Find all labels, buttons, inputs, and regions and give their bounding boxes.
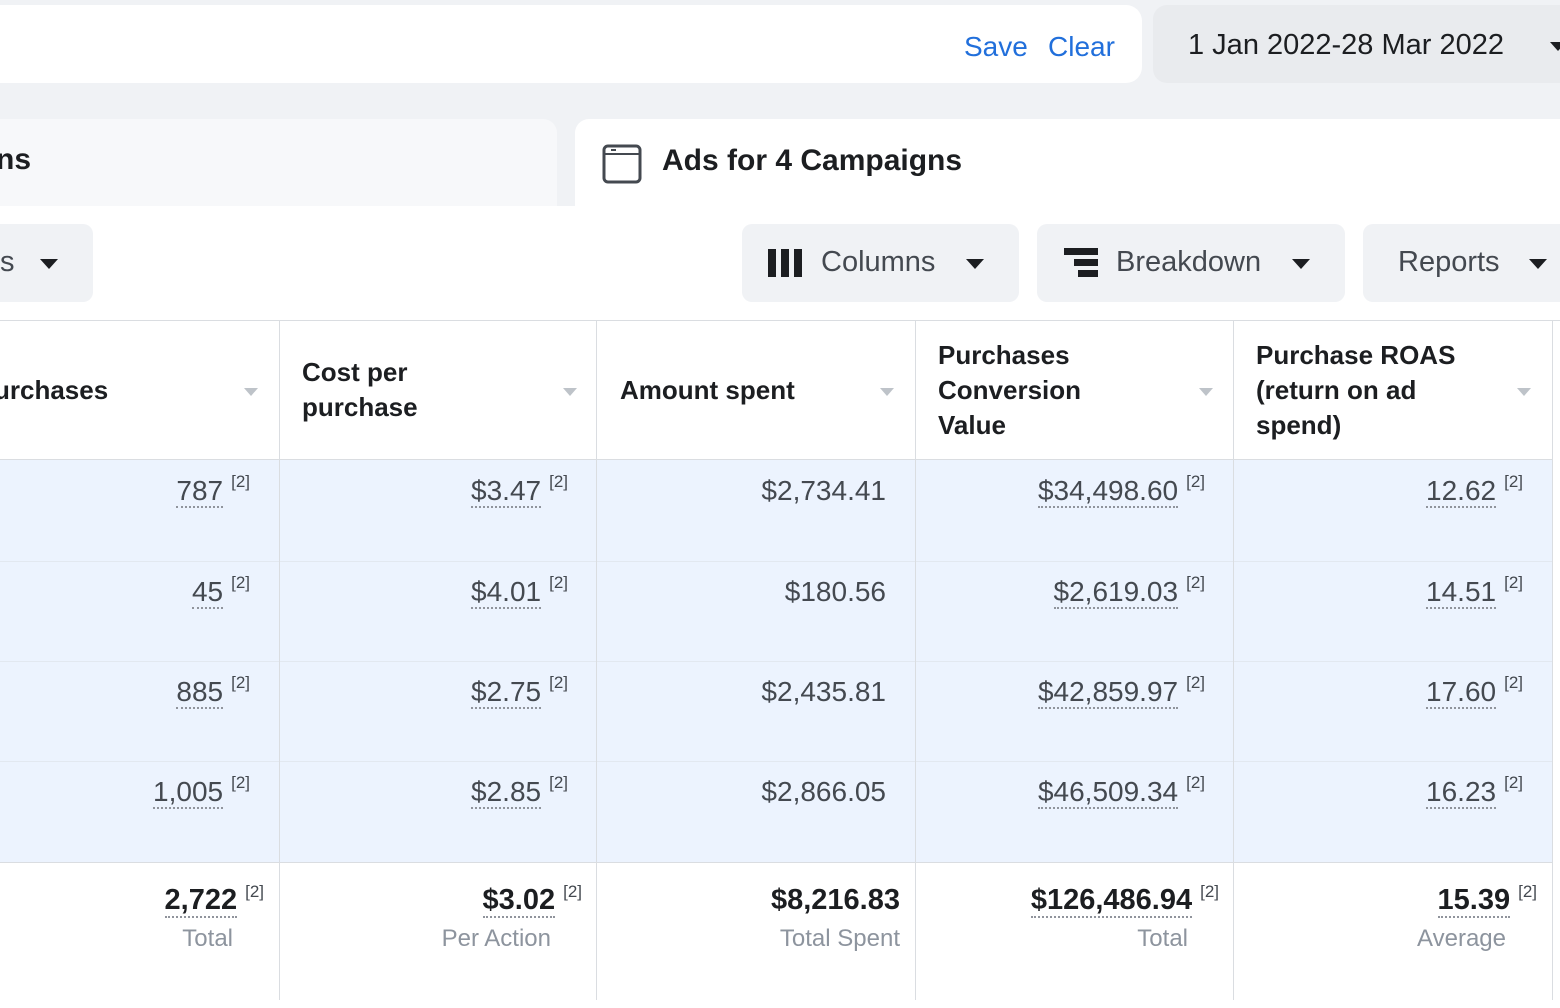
tab-campaigns-label: ns bbox=[0, 143, 32, 176]
header-amount-spent-label: Amount spent bbox=[620, 375, 795, 405]
date-range-picker[interactable]: 1 Jan 2022-28 Mar 2022 bbox=[1153, 5, 1560, 83]
header-amount-spent[interactable]: Amount spent bbox=[620, 373, 795, 408]
chevron-down-icon bbox=[1529, 259, 1547, 269]
total-cost-label: Per Action bbox=[441, 925, 551, 952]
total-value-label: Total bbox=[1137, 925, 1188, 952]
column-divider bbox=[1552, 320, 1553, 1000]
columns-icon bbox=[768, 249, 802, 277]
cell-roas[interactable]: 17.60 [2] bbox=[1426, 673, 1523, 709]
clear-button[interactable]: Clear bbox=[1048, 31, 1115, 62]
total-roas[interactable]: 15.39 [2] Average bbox=[1417, 882, 1537, 952]
header-conv-line-2: Conversion bbox=[938, 375, 1082, 405]
header-conversion-value[interactable]: Purchases Conversion Value bbox=[938, 338, 1081, 443]
partial-dropdown-button[interactable]: s bbox=[0, 224, 93, 302]
chevron-down-icon bbox=[40, 259, 58, 269]
cell-purchases[interactable]: 45 [2] bbox=[191, 573, 250, 609]
header-purchases[interactable]: urchases bbox=[0, 373, 108, 408]
header-roas-line-2: (return on ad bbox=[1256, 375, 1417, 405]
header-roas[interactable]: Purchase ROAS (return on ad spend) bbox=[1256, 338, 1455, 443]
header-conv-line-3: Value bbox=[938, 410, 1006, 440]
header-conv-line-1: Purchases bbox=[938, 340, 1070, 370]
columns-label: Columns bbox=[821, 246, 936, 278]
header-cost-line-2: purchase bbox=[302, 392, 418, 422]
total-purchases[interactable]: 2,722 [2] Total bbox=[164, 882, 264, 952]
cell-purchases[interactable]: 787 [2] bbox=[176, 472, 250, 508]
chevron-down-icon bbox=[1550, 42, 1560, 51]
cell-cost[interactable]: $3.47 [2] bbox=[471, 472, 568, 508]
filter-bar: Save Clear bbox=[0, 5, 1142, 83]
cell-cost[interactable]: $4.01 [2] bbox=[471, 573, 568, 609]
header-cost-per-purchase[interactable]: Cost per purchase bbox=[302, 355, 418, 425]
cell-cost[interactable]: $2.75 [2] bbox=[471, 673, 568, 709]
cell-spent: $2,866.05 bbox=[761, 776, 886, 807]
reports-button[interactable]: Reports bbox=[1363, 224, 1560, 302]
totals-divider bbox=[0, 862, 1552, 863]
row-divider bbox=[0, 761, 1552, 762]
cell-spent: $2,435.81 bbox=[761, 676, 886, 707]
save-button[interactable]: Save bbox=[964, 31, 1028, 62]
breakdown-button[interactable]: Breakdown bbox=[1037, 224, 1345, 302]
row-divider bbox=[0, 561, 1552, 562]
column-divider bbox=[1233, 320, 1234, 1000]
header-cost-line-1: Cost per bbox=[302, 357, 408, 387]
total-spent-label: Total Spent bbox=[779, 925, 900, 952]
cell-value[interactable]: $2,619.03 [2] bbox=[1053, 573, 1205, 609]
cell-value[interactable]: $46,509.34 [2] bbox=[1037, 773, 1205, 809]
cell-purchases[interactable]: 1,005 [2] bbox=[153, 773, 250, 809]
browser-window-icon bbox=[602, 144, 642, 184]
cell-roas[interactable]: 16.23 [2] bbox=[1426, 773, 1523, 809]
breakdown-label: Breakdown bbox=[1116, 246, 1262, 278]
cell-value[interactable]: $42,859.97 [2] bbox=[1037, 673, 1205, 709]
data-table bbox=[0, 320, 1560, 1002]
sort-caret-icon[interactable] bbox=[1199, 388, 1213, 396]
row-divider bbox=[0, 661, 1552, 662]
header-divider bbox=[0, 459, 1552, 460]
cell-value[interactable]: $34,498.60 [2] bbox=[1037, 472, 1205, 508]
cell-roas[interactable]: 14.51 [2] bbox=[1426, 573, 1523, 609]
column-divider bbox=[279, 320, 280, 1000]
tab-ads[interactable]: Ads for 4 Campaigns bbox=[575, 119, 1560, 209]
header-roas-line-3: spend) bbox=[1256, 410, 1342, 440]
column-divider bbox=[915, 320, 916, 1000]
column-divider bbox=[596, 320, 597, 1000]
chevron-down-icon bbox=[966, 259, 984, 269]
header-roas-line-1: Purchase ROAS bbox=[1256, 340, 1456, 370]
reports-label: Reports bbox=[1398, 246, 1500, 278]
chevron-down-icon bbox=[1292, 259, 1310, 269]
columns-button[interactable]: Columns bbox=[742, 224, 1019, 302]
date-range-label: 1 Jan 2022-28 Mar 2022 bbox=[1188, 29, 1504, 61]
sort-caret-icon[interactable] bbox=[244, 388, 258, 396]
cell-spent: $2,734.41 bbox=[761, 475, 886, 506]
cell-cost[interactable]: $2.85 [2] bbox=[471, 773, 568, 809]
tab-campaigns[interactable]: ns bbox=[0, 119, 557, 206]
total-cost[interactable]: $3.02 [2] Per Action bbox=[441, 882, 582, 952]
sort-caret-icon[interactable] bbox=[1517, 388, 1531, 396]
cell-spent: $180.56 bbox=[784, 576, 886, 607]
total-spent: $8,216.83 Total Spent bbox=[770, 884, 900, 952]
total-purchases-label: Total bbox=[182, 925, 233, 952]
cell-purchases[interactable]: 885 [2] bbox=[176, 673, 250, 709]
sort-caret-icon[interactable] bbox=[563, 388, 577, 396]
total-roas-label: Average bbox=[1417, 925, 1506, 952]
tab-ads-label: Ads for 4 Campaigns bbox=[662, 144, 963, 177]
header-purchases-label: urchases bbox=[0, 375, 109, 405]
cell-roas[interactable]: 12.62 [2] bbox=[1426, 472, 1523, 508]
breakdown-icon bbox=[1064, 248, 1098, 277]
partial-dropdown-label: s bbox=[0, 246, 15, 278]
total-value[interactable]: $126,486.94 [2] Total bbox=[1030, 882, 1219, 952]
sort-caret-icon[interactable] bbox=[880, 388, 894, 396]
